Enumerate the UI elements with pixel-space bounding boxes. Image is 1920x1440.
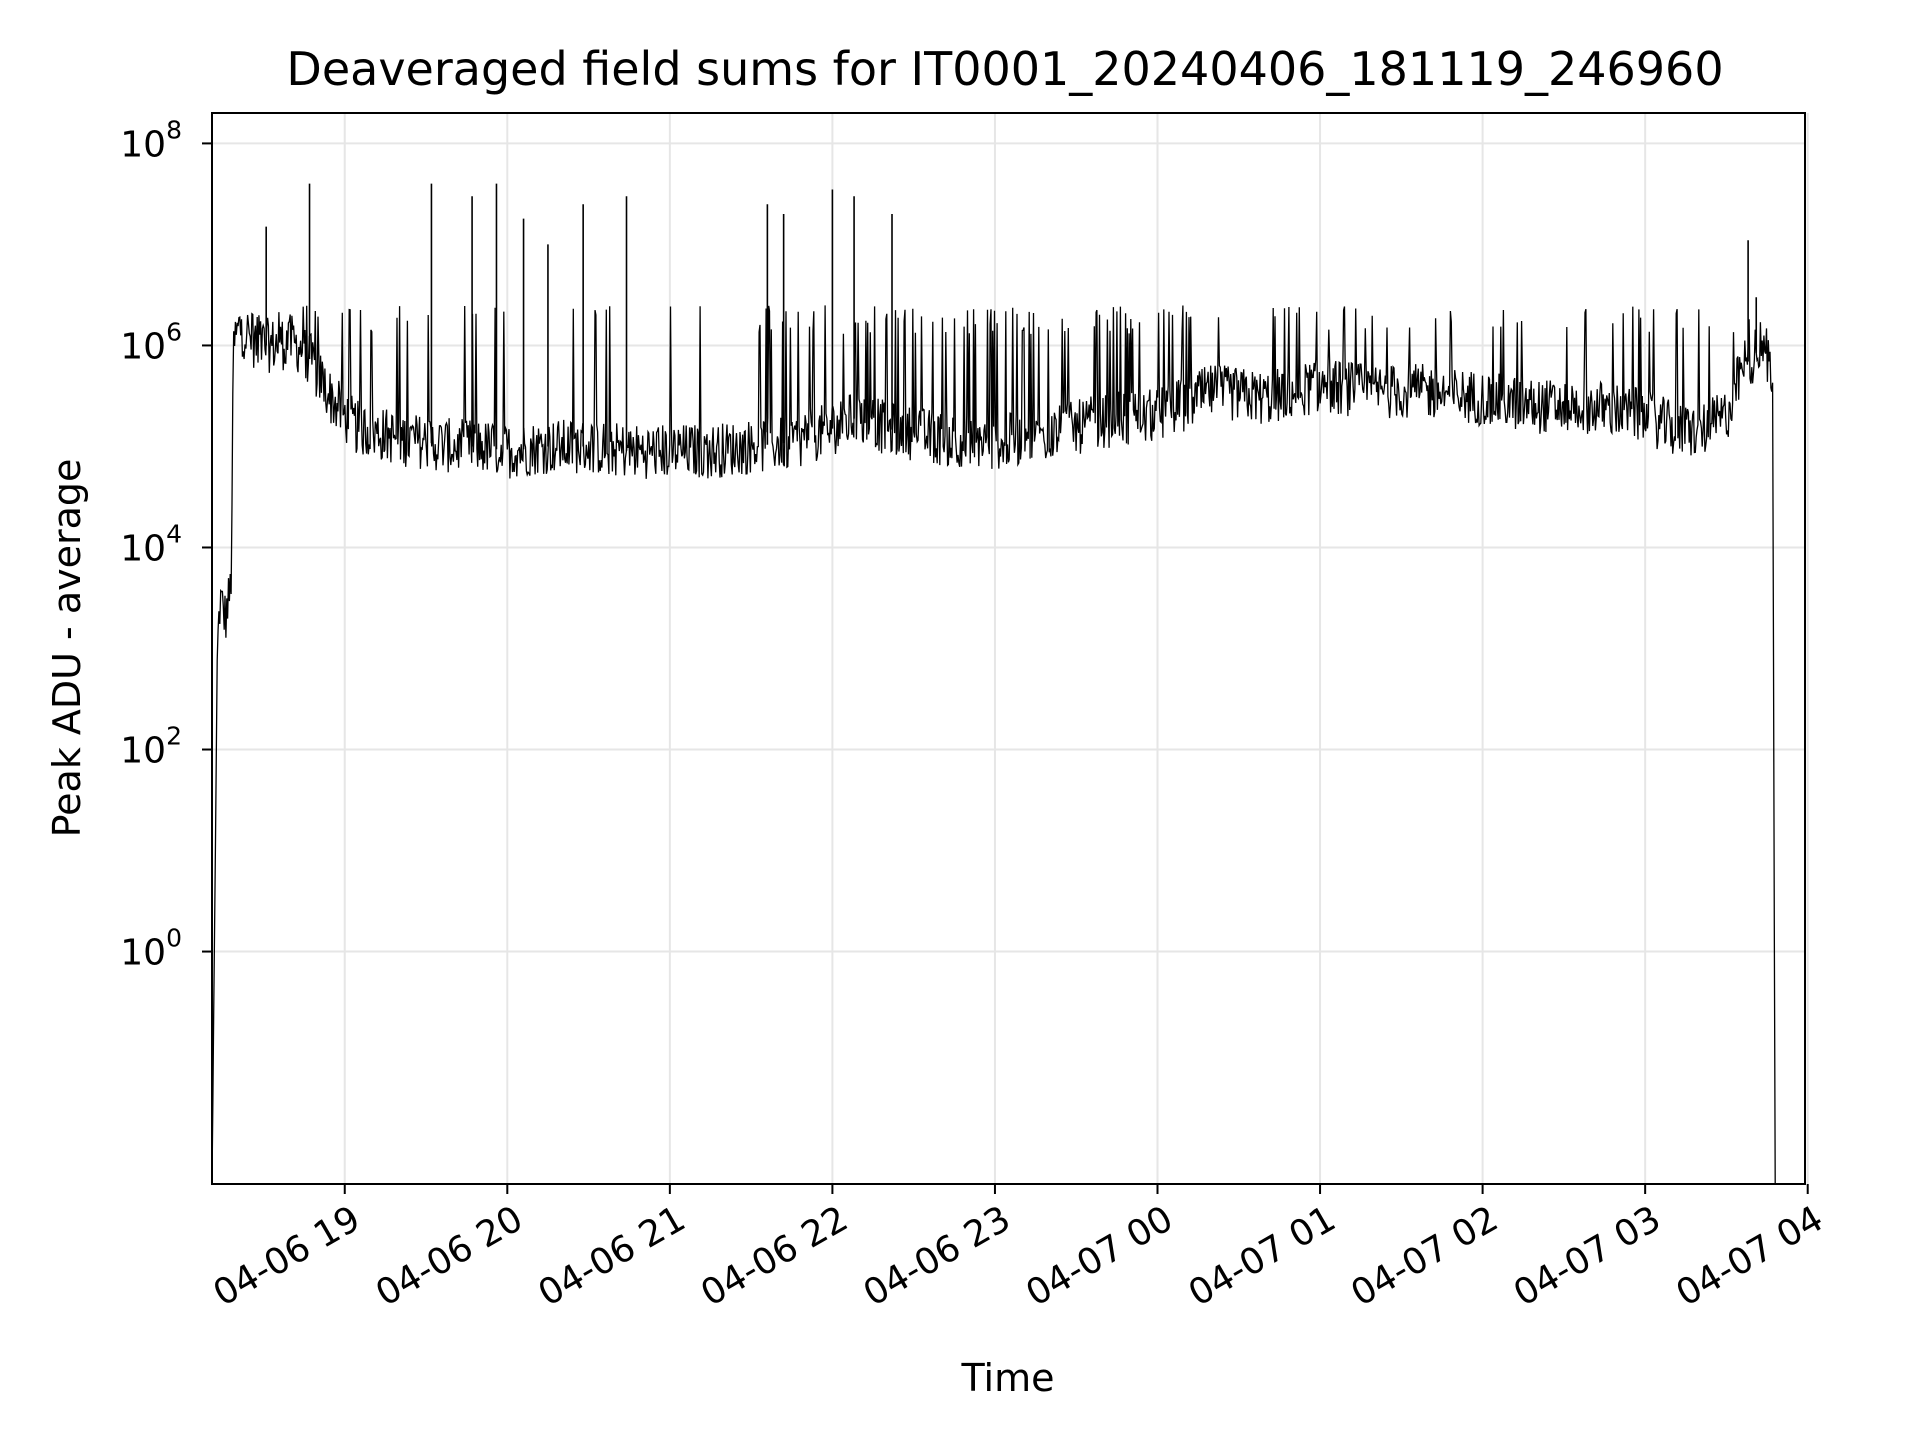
x-tick-label: 04-06 23 (857, 1198, 1018, 1314)
series-line (211, 305, 1776, 1185)
x-tick-label: 04-07 01 (1182, 1198, 1343, 1314)
x-tick-label: 04-07 02 (1344, 1198, 1505, 1314)
axes-frame (211, 112, 1806, 1185)
x-tick-label: 04-07 00 (1019, 1198, 1180, 1314)
y-tick-label: 102 (120, 722, 182, 772)
y-tick-label: 106 (120, 317, 182, 367)
x-tick-label: 04-06 19 (207, 1198, 368, 1314)
x-axis-label: Time (961, 1356, 1055, 1400)
x-tick-label: 04-06 21 (532, 1198, 693, 1314)
y-axis: 100 102 104 106 108 (120, 115, 212, 974)
y-tick-label: 108 (120, 115, 182, 165)
chart-title: Deaveraged field sums for IT0001_2024040… (286, 42, 1723, 96)
y-tick-label: 100 (120, 924, 182, 974)
x-tick-label: 04-07 03 (1507, 1198, 1668, 1314)
x-axis: 04-06 19 04-06 20 04-06 21 04-06 22 04-06 23… (207, 1184, 1831, 1315)
plot-area (211, 183, 1776, 1185)
x-tick-label: 04-06 20 (369, 1198, 530, 1314)
y-tick-label: 104 (120, 519, 182, 569)
grid (212, 113, 1809, 1184)
y-axis-label: Peak ADU - average (45, 459, 89, 838)
x-tick-label: 04-07 04 (1670, 1198, 1831, 1314)
x-tick-label: 04-06 22 (694, 1198, 855, 1314)
